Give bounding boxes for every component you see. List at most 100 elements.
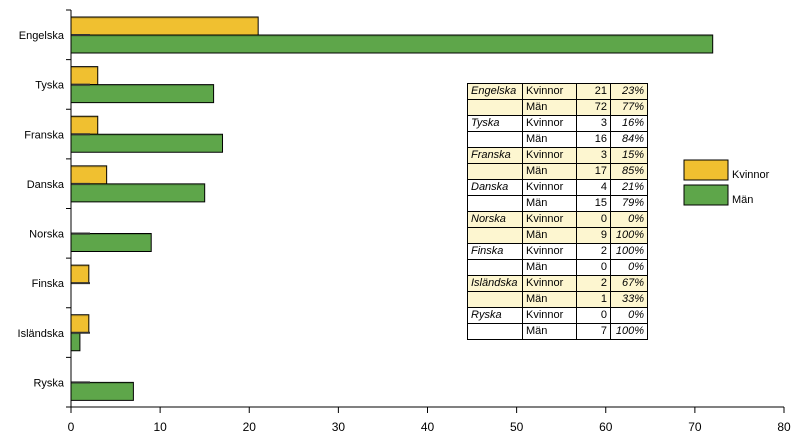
lang-cell (467, 163, 523, 180)
count-cell: 16 (576, 131, 611, 148)
percent-cell: 0% (610, 259, 648, 276)
gender-cell: Män (522, 99, 577, 116)
category-label: Isländska (18, 328, 65, 340)
gender-cell: Män (522, 195, 577, 212)
table-row: Män 17 85% (467, 163, 648, 180)
table-row: Engelska Kvinnor 21 23% (467, 83, 648, 100)
gender-cell: Män (522, 259, 577, 276)
lang-cell (467, 227, 523, 244)
count-cell: 15 (576, 195, 611, 212)
bar (70, 165, 108, 185)
gender-cell: Kvinnor (522, 147, 577, 164)
lang-cell (467, 195, 523, 212)
percent-cell: 77% (610, 99, 648, 116)
count-cell: 21 (576, 83, 611, 100)
table-row: Män 72 77% (467, 99, 648, 116)
gender-cell: Män (522, 163, 577, 180)
bar (70, 133, 224, 153)
percent-cell: 100% (610, 243, 648, 260)
count-cell: 0 (576, 211, 611, 228)
legend-label: Kvinnor (732, 169, 770, 181)
category-label: Engelska (19, 30, 65, 42)
table-row: Tyska Kvinnor 3 16% (467, 115, 648, 132)
category-label: Norska (29, 229, 65, 241)
gender-cell: Kvinnor (522, 275, 577, 292)
gender-cell: Kvinnor (522, 243, 577, 260)
table-row: Finska Kvinnor 2 100% (467, 243, 648, 260)
gender-cell: Kvinnor (522, 115, 577, 132)
percent-cell: 0% (610, 307, 648, 324)
count-cell: 0 (576, 259, 611, 276)
percent-cell: 33% (610, 291, 648, 308)
percent-cell: 16% (610, 115, 648, 132)
count-cell: 72 (576, 99, 611, 116)
count-cell: 3 (576, 115, 611, 132)
table-row: Ryska Kvinnor 0 0% (467, 307, 648, 324)
gender-cell: Kvinnor (522, 211, 577, 228)
gender-cell: Kvinnor (522, 179, 577, 196)
table-row: Danska Kvinnor 4 21% (467, 179, 648, 196)
bar (70, 314, 90, 334)
lang-cell: Finska (467, 243, 523, 260)
percent-cell: 84% (610, 131, 648, 148)
x-tick-label: 80 (777, 420, 791, 434)
bar (70, 16, 259, 36)
gender-cell: Kvinnor (522, 307, 577, 324)
bar (70, 332, 81, 352)
lang-cell (467, 99, 523, 116)
data-table: Engelska Kvinnor 21 23% Män 72 77% Tyska Kvinnor… (467, 83, 648, 340)
x-tick-label: 0 (68, 420, 75, 434)
bar (70, 84, 215, 104)
lang-cell: Isländska (467, 275, 523, 292)
category-label: Franska (24, 129, 65, 141)
bar (70, 34, 714, 54)
bar (70, 66, 99, 86)
x-tick-label: 20 (243, 420, 257, 434)
count-cell: 4 (576, 179, 611, 196)
count-cell: 9 (576, 227, 611, 244)
count-cell: 7 (576, 323, 611, 340)
table-row: Män 15 79% (467, 195, 648, 212)
category-label: Finska (32, 278, 65, 290)
count-cell: 1 (576, 291, 611, 308)
bar (70, 381, 134, 401)
legend-swatch (683, 184, 729, 206)
percent-cell: 100% (610, 227, 648, 244)
table-row: Män 16 84% (467, 131, 648, 148)
table-row: Franska Kvinnor 3 15% (467, 147, 648, 164)
percent-cell: 0% (610, 211, 648, 228)
count-cell: 0 (576, 307, 611, 324)
legend-swatch (683, 159, 729, 181)
percent-cell: 23% (610, 83, 648, 100)
bar (70, 183, 206, 203)
lang-cell: Norska (467, 211, 523, 228)
x-tick-label: 50 (510, 420, 524, 434)
count-cell: 2 (576, 243, 611, 260)
table-row: Män 7 100% (467, 323, 648, 340)
gender-cell: Män (522, 227, 577, 244)
bar (70, 264, 90, 284)
x-tick-label: 40 (421, 420, 435, 434)
category-label: Tyska (35, 80, 65, 92)
x-tick-label: 60 (599, 420, 613, 434)
category-label: Ryska (33, 377, 64, 389)
lang-cell: Ryska (467, 307, 523, 324)
lang-cell: Tyska (467, 115, 523, 132)
percent-cell: 21% (610, 179, 648, 196)
count-cell: 17 (576, 163, 611, 180)
percent-cell: 79% (610, 195, 648, 212)
lang-cell (467, 131, 523, 148)
percent-cell: 15% (610, 147, 648, 164)
table-row: Män 0 0% (467, 259, 648, 276)
lang-cell (467, 323, 523, 340)
lang-cell (467, 291, 523, 308)
gender-cell: Män (522, 291, 577, 308)
legend-label: Män (732, 194, 753, 206)
count-cell: 3 (576, 147, 611, 164)
x-tick-label: 70 (688, 420, 702, 434)
lang-cell (467, 259, 523, 276)
bar (70, 233, 152, 252)
category-label: Danska (27, 179, 65, 191)
gender-cell: Män (522, 131, 577, 148)
